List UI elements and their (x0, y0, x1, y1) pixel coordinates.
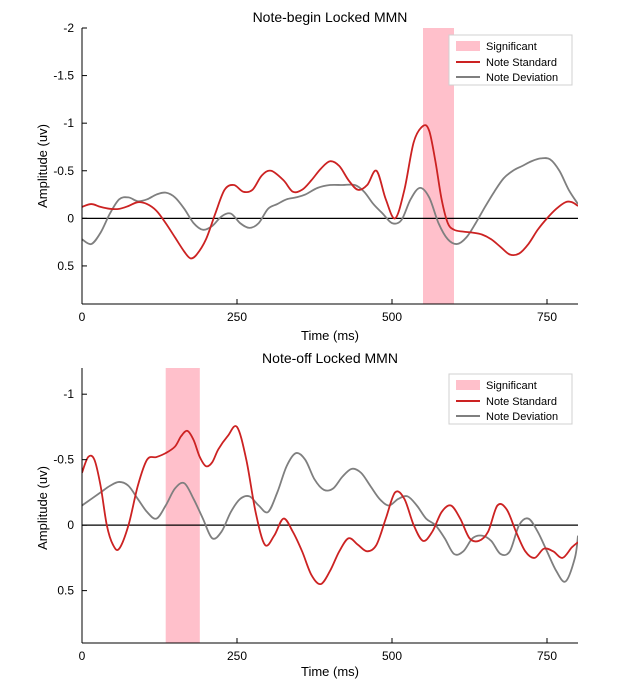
x-tick-label: 750 (537, 310, 557, 324)
x-tick-label: 250 (227, 649, 247, 663)
y-tick-label: -2 (63, 21, 74, 35)
y-tick-label: -0.5 (53, 453, 74, 467)
x-tick-label: 750 (537, 649, 557, 663)
bottom-chart-legend: Significant Note Standard Note Deviation (448, 373, 573, 425)
x-tick-label: 0 (79, 649, 86, 663)
bottom-chart-y-axis-label: Amplitude (uv) (35, 466, 50, 550)
legend-note-standard-label: Note Standard (486, 396, 557, 408)
bottom-chart: Note-off Locked MMN 0 250 500 750 -1 -0.5 0 0.5… (35, 350, 578, 679)
bottom-chart-title: Note-off Locked MMN (262, 350, 398, 366)
y-tick-label: -1 (63, 387, 74, 401)
bottom-chart-x-axis-label: Time (ms) (301, 664, 359, 679)
y-tick-label: -0.5 (53, 164, 74, 178)
series-line-note-standard (82, 425, 578, 585)
legend-significant-label: Significant (486, 380, 537, 392)
legend-significant-swatch (456, 41, 480, 51)
legend-significant-label: Significant (486, 41, 537, 53)
y-tick-label: 0 (67, 211, 74, 225)
top-chart-title: Note-begin Locked MMN (253, 9, 408, 25)
y-tick-label: 0.5 (57, 584, 74, 598)
y-tick-label: -1 (63, 116, 74, 130)
y-tick-label: 0.5 (57, 259, 74, 273)
y-tick-label: 0 (67, 518, 74, 532)
series-line-note-standard (82, 124, 578, 260)
legend-significant-swatch (456, 380, 480, 390)
legend-note-deviation-label: Note Deviation (486, 72, 558, 84)
x-tick-label: 500 (382, 649, 402, 663)
significant-window (165, 368, 200, 643)
y-tick-label: -1.5 (53, 69, 74, 83)
legend-note-deviation-label: Note Deviation (486, 411, 558, 423)
top-chart: Note-begin Locked MMN 0 250 500 750 -2 -1.5 -1… (35, 9, 578, 343)
series-line-note-deviation (82, 452, 578, 583)
x-tick-label: 500 (382, 310, 402, 324)
top-chart-y-axis-label: Amplitude (uv) (35, 124, 50, 208)
series-line-note-deviation (82, 157, 578, 246)
top-chart-legend: Significant Note Standard Note Deviation (448, 34, 573, 86)
x-tick-label: 250 (227, 310, 247, 324)
x-tick-label: 0 (79, 310, 86, 324)
legend-note-standard-label: Note Standard (486, 57, 557, 69)
bottom-chart-plot-area: 0 250 500 750 -1 -0.5 0 0.5 (53, 368, 578, 663)
top-chart-x-axis-label: Time (ms) (301, 328, 359, 343)
